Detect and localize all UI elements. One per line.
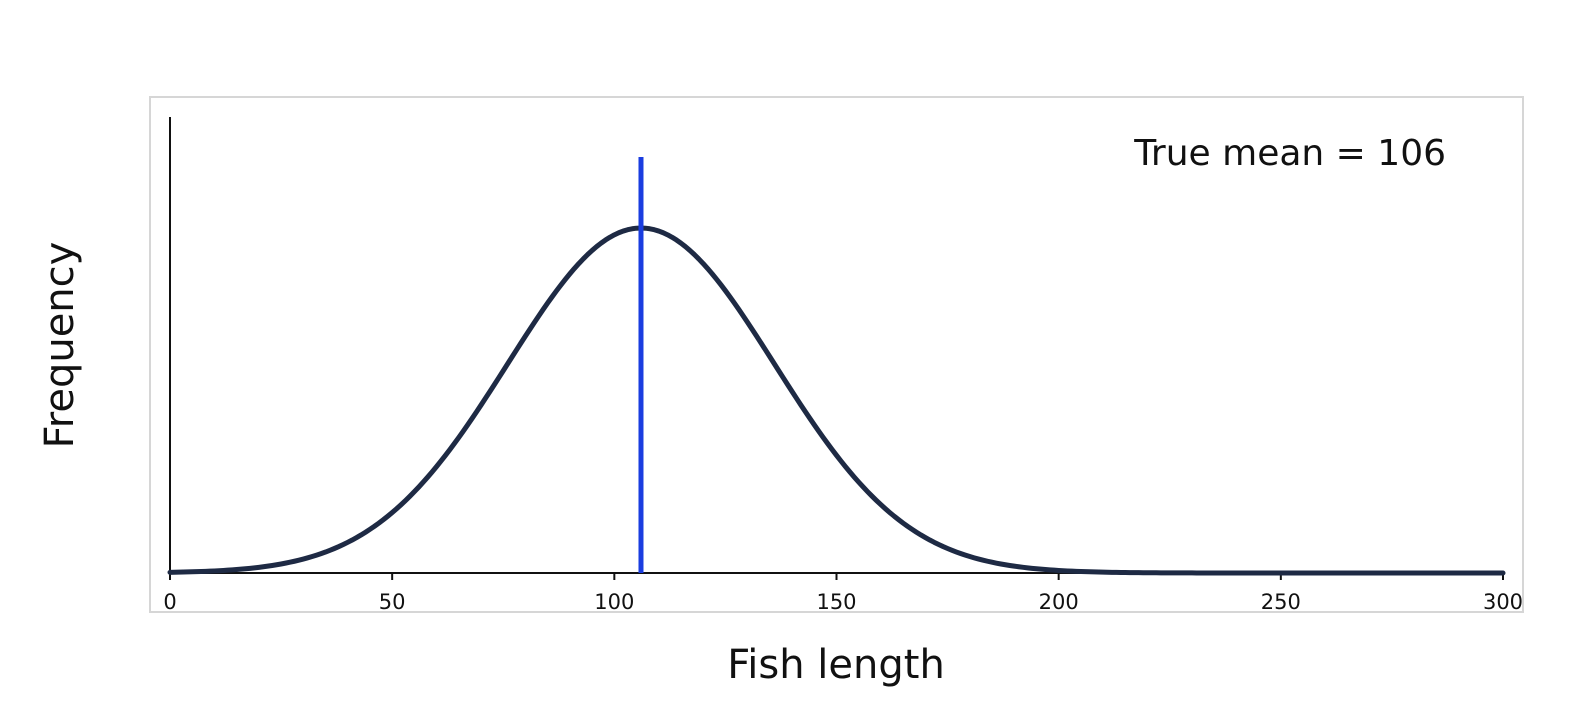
y-axis-title: Frequency <box>37 242 83 449</box>
x-axis-title: Fish length <box>727 642 945 688</box>
x-tick-label: 150 <box>816 590 856 614</box>
x-axis-ticks: 0 50 100 150 200 250 300 <box>163 573 1523 614</box>
x-tick-label: 50 <box>379 590 406 614</box>
density-curve <box>167 225 1506 576</box>
x-tick-label: 0 <box>163 590 176 614</box>
x-tick-label: 200 <box>1039 590 1079 614</box>
x-tick-label: 100 <box>594 590 634 614</box>
plot-frame <box>149 96 1524 613</box>
mean-annotation: True mean = 106 <box>1133 133 1446 174</box>
x-tick-label: 250 <box>1261 590 1301 614</box>
x-tick-label: 300 <box>1483 590 1523 614</box>
